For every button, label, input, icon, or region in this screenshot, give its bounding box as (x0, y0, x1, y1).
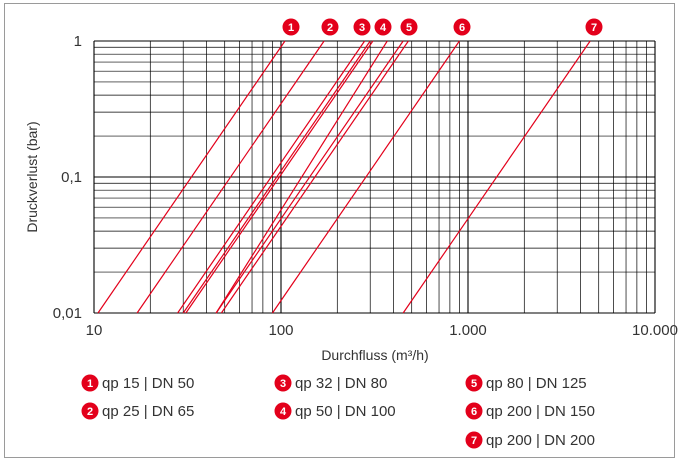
series-badge-3-label: 3 (359, 22, 365, 34)
y-axis-label: Druckverlust (bar) (24, 121, 40, 232)
y-tick-label: 0,1 (61, 169, 82, 186)
curve-line (220, 40, 409, 314)
series-line-5 (215, 40, 404, 314)
legend-badge-4 (274, 402, 292, 420)
series-badge-5 (400, 18, 418, 36)
legend-badge-3 (274, 374, 292, 392)
chart-frame (4, 3, 675, 458)
series-badge-4 (374, 18, 392, 36)
x-axis-label: Durchfluss (m³/h) (321, 347, 428, 363)
series-badge-1-label: 1 (288, 22, 294, 34)
series-badge-5-label: 5 (406, 22, 412, 34)
series-badge-7 (585, 18, 603, 36)
series-badge-7-label: 7 (591, 22, 597, 34)
legend-badge-6 (465, 402, 483, 420)
series-line-7 (402, 40, 591, 314)
x-tick-label: 10 (86, 322, 103, 339)
legend-badge-1 (81, 374, 99, 392)
series-badge-6 (453, 18, 471, 36)
legend-badge-5-label: 5 (471, 378, 477, 390)
y-tick-label: 0,01 (53, 305, 82, 322)
legend-entry-2: qp 25 | DN 65 (102, 403, 194, 420)
legend-badge-5 (465, 374, 483, 392)
legend-badge-3-label: 3 (280, 378, 286, 390)
series-line-2 (136, 40, 325, 314)
legend-entry-1: qp 15 | DN 50 (102, 375, 194, 392)
series-badge-2-label: 2 (327, 22, 333, 34)
legend-entry-6: qp 200 | DN 150 (486, 403, 595, 420)
x-tick-label: 100 (268, 322, 293, 339)
legend-entry-5: qp 80 | DN 125 (486, 375, 587, 392)
series-badge-2 (321, 18, 339, 36)
legend-badge-1-label: 1 (87, 378, 93, 390)
series-line-4 (185, 40, 374, 314)
legend-entry-7: qp 200 | DN 200 (486, 432, 595, 449)
legend-badge-6-label: 6 (471, 406, 477, 418)
y-tick-label: 1 (74, 33, 82, 50)
series-line-3 (177, 40, 366, 314)
series-line-1 (97, 40, 286, 314)
series-badge-4-label: 4 (380, 22, 387, 34)
legend-badge-4-label: 4 (280, 406, 287, 418)
legend-entry-4: qp 50 | DN 100 (295, 403, 396, 420)
series-badge-1 (282, 18, 300, 36)
legend-badge-7 (465, 431, 483, 449)
x-tick-label: 10.000 (632, 322, 678, 339)
series-line-6 (271, 40, 460, 314)
series-badge-6-label: 6 (459, 22, 465, 34)
legend-entry-3: qp 32 | DN 80 (295, 375, 387, 392)
legend-badge-2 (81, 402, 99, 420)
series-badge-3 (353, 18, 371, 36)
legend-badge-2-label: 2 (87, 406, 93, 418)
x-tick-label: 1.000 (449, 322, 487, 339)
curve-line (182, 40, 371, 314)
curve-line (215, 40, 388, 314)
legend-badge-7-label: 7 (471, 435, 477, 447)
